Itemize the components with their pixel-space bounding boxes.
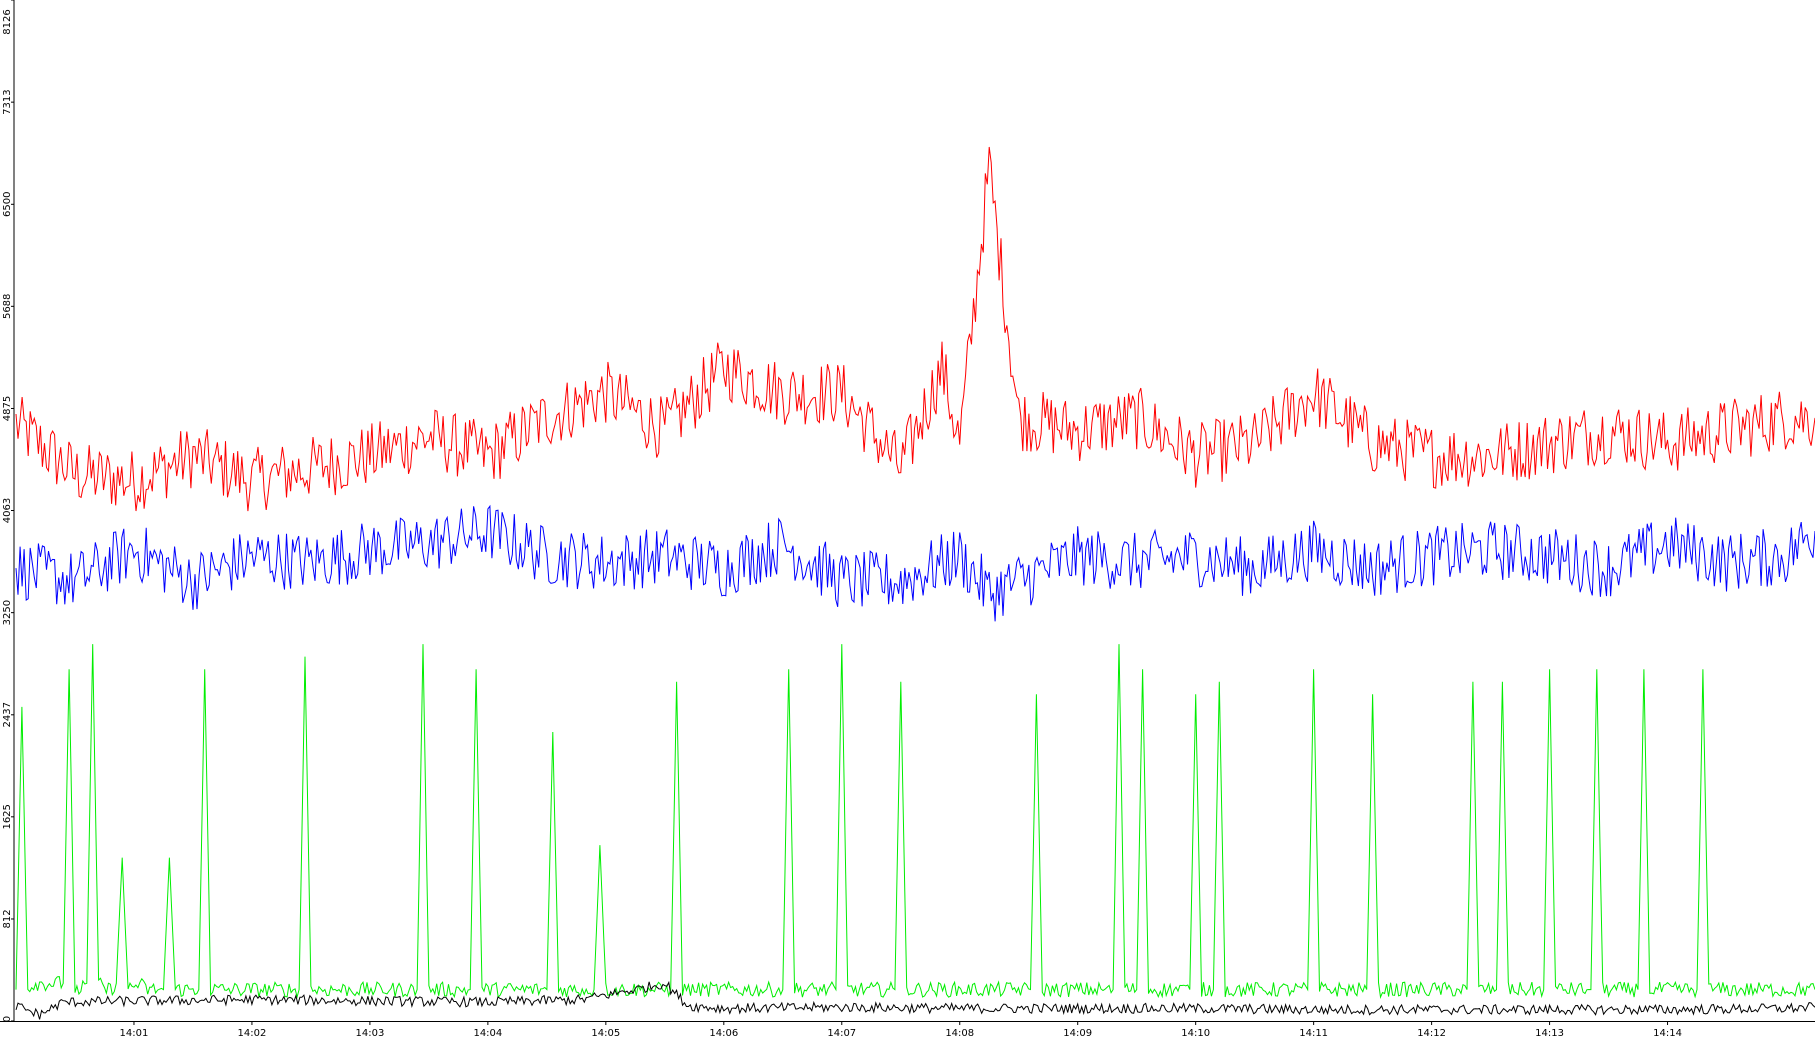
x-tick-label: 14:01 bbox=[120, 1028, 149, 1039]
y-tick-label: 812 bbox=[2, 909, 13, 928]
x-tick-label: 14:05 bbox=[591, 1028, 620, 1039]
y-tick-labels: 0 812 1625 2437 3250 4063 4875 5688 6500 7313 8126 bbox=[2, 9, 13, 1022]
x-tick-label: 14:02 bbox=[238, 1028, 267, 1039]
x-tick-label: 14:07 bbox=[827, 1028, 856, 1039]
x-tick-labels: 14:01 14:02 14:03 14:04 14:05 14:06 14:07 14:08… bbox=[120, 1028, 1682, 1039]
x-tick-label: 14:14 bbox=[1653, 1028, 1682, 1039]
x-tick-label: 14:11 bbox=[1299, 1028, 1328, 1039]
y-tick-label: 4063 bbox=[2, 498, 13, 523]
series-layer bbox=[15, 146, 1815, 1020]
y-tick-label: 7313 bbox=[2, 89, 13, 114]
x-tick-label: 14:13 bbox=[1535, 1028, 1564, 1039]
x-tick-label: 14:04 bbox=[473, 1028, 502, 1039]
x-tick-label: 14:09 bbox=[1063, 1028, 1092, 1039]
series-line-2 bbox=[15, 644, 1815, 999]
y-tick-label: 6500 bbox=[2, 192, 13, 217]
y-tick-label: 5688 bbox=[2, 294, 13, 319]
y-tick-label: 8126 bbox=[2, 9, 13, 34]
x-tick-label: 14:10 bbox=[1181, 1028, 1210, 1039]
y-tick-label: 3250 bbox=[2, 600, 13, 625]
series-line-1 bbox=[15, 504, 1815, 622]
y-tick-label: 0 bbox=[2, 1016, 13, 1022]
x-tick-label: 14:08 bbox=[945, 1028, 974, 1039]
x-tick-label: 14:06 bbox=[709, 1028, 738, 1039]
y-tick-label: 1625 bbox=[2, 804, 13, 829]
series-line-3 bbox=[15, 980, 1815, 1020]
x-tick-label: 14:12 bbox=[1417, 1028, 1446, 1039]
y-tick-label: 2437 bbox=[2, 702, 13, 727]
x-tick-label: 14:03 bbox=[355, 1028, 384, 1039]
y-tick-label: 4875 bbox=[2, 396, 13, 421]
series-line-0 bbox=[15, 146, 1815, 512]
